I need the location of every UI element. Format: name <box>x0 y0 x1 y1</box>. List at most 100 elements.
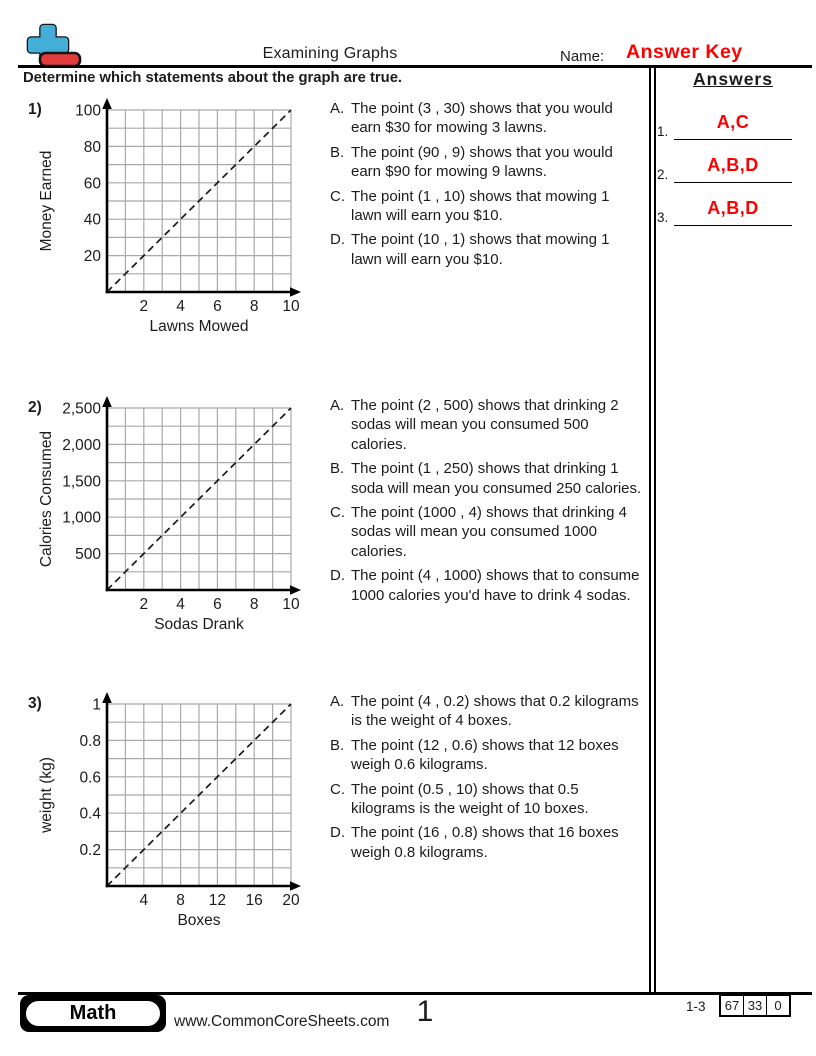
statement-b: B. The point (12 , 0.6) shows that 12 bo… <box>330 736 644 775</box>
statement-letter: D. <box>330 231 345 249</box>
problem-1-statements: A. The point (3 , 30) shows that you wou… <box>330 99 644 274</box>
problem-3-statements: A. The point (4 , 0.2) shows that 0.2 ki… <box>330 692 644 867</box>
statement-letter: C. <box>330 504 345 522</box>
statement-text: The point (4 , 0.2) shows that 0.2 kilog… <box>351 693 639 730</box>
x-tick: 8 <box>250 298 259 315</box>
x-axis-label: Sodas Drank <box>154 616 244 633</box>
score-table: 67 33 0 <box>719 994 791 1017</box>
y-axis-arrow-icon <box>102 692 112 703</box>
y-tick: 1 <box>92 697 101 714</box>
statement-b: B. The point (1 , 250) shows that drinki… <box>330 459 644 498</box>
y-tick: 0.4 <box>79 806 101 823</box>
statement-text: The point (16 , 0.8) shows that 16 boxes… <box>351 824 619 861</box>
problem-1-graph: 20 40 60 80 100 2 4 6 8 10 Lawns Mowed M… <box>38 98 301 335</box>
x-tick: 12 <box>209 892 226 909</box>
header-rule <box>18 65 812 68</box>
answer-value-2: A,B,D <box>674 155 792 183</box>
x-axis-arrow-icon <box>290 881 301 891</box>
x-axis-arrow-icon <box>290 585 301 595</box>
dashed-trend-line <box>106 703 292 887</box>
statement-d: D. The point (10 , 1) shows that mowing … <box>330 230 644 269</box>
x-tick: 10 <box>282 596 300 613</box>
y-tick: 1,500 <box>62 473 101 490</box>
dashed-trend-line <box>106 407 292 591</box>
score-cell: 67 <box>724 998 740 1013</box>
y-axis-arrow-icon <box>102 98 112 109</box>
x-axis-label: Lawns Mowed <box>149 318 248 335</box>
statement-c: C. The point (1000 , 4) shows that drink… <box>330 503 644 561</box>
y-tick: 500 <box>75 546 101 563</box>
answers-column-divider <box>649 66 656 992</box>
subject-badge-label: Math <box>24 999 162 1028</box>
dashed-trend-line <box>106 109 292 293</box>
y-tick: 2,500 <box>62 401 101 418</box>
statement-c: C. The point (0.5 , 10) shows that 0.5 k… <box>330 780 644 819</box>
x-tick: 4 <box>176 298 185 315</box>
y-tick: 1,000 <box>62 510 101 527</box>
answer-value-3: A,B,D <box>674 198 792 226</box>
problem-1-number: 1) <box>28 101 42 118</box>
x-tick: 10 <box>282 298 300 315</box>
y-tick: 40 <box>84 212 102 229</box>
x-tick: 6 <box>213 298 222 315</box>
statement-text: The point (4 , 1000) shows that to consu… <box>351 567 640 604</box>
subject-badge: Math <box>20 995 166 1032</box>
statement-letter: B. <box>330 736 345 754</box>
statement-letter: A. <box>330 100 345 117</box>
statement-letter: A. <box>330 693 345 710</box>
y-axis-label: Calories Consumed <box>38 431 55 567</box>
statement-letter: B. <box>330 143 345 161</box>
problem-2-number: 2) <box>28 399 42 416</box>
statement-a: A. The point (4 , 0.2) shows that 0.2 ki… <box>330 692 644 731</box>
problem-2-graph: 500 1,000 1,500 2,000 2,500 2 4 6 8 10 S… <box>38 396 301 633</box>
problem-3-graph: 0.2 0.4 0.6 0.8 1 4 8 12 16 20 Boxes wei… <box>38 692 301 929</box>
y-axis-label: Money Earned <box>38 151 55 252</box>
x-axis-arrow-icon <box>290 287 301 297</box>
answer-number-2: 2. <box>657 167 669 182</box>
x-tick: 4 <box>176 596 185 613</box>
footer-rule <box>18 992 812 995</box>
statement-text: The point (2 , 500) shows that drinking … <box>351 397 619 453</box>
y-tick: 0.2 <box>79 842 101 859</box>
instruction-text: Determine which statements about the gra… <box>23 70 403 86</box>
statement-d: D. The point (4 , 1000) shows that to co… <box>330 566 644 605</box>
statement-a: A. The point (3 , 30) shows that you wou… <box>330 99 644 138</box>
y-tick: 2,000 <box>62 437 101 454</box>
score-cell: 33 <box>743 996 766 1015</box>
x-tick: 4 <box>139 892 148 909</box>
y-tick: 0.8 <box>79 733 101 750</box>
x-tick: 8 <box>176 892 185 909</box>
y-tick: 80 <box>84 139 102 156</box>
statement-letter: C. <box>330 187 345 205</box>
statement-text: The point (90 , 9) shows that you would … <box>351 143 613 181</box>
name-value-answer-key: Answer Key <box>626 41 743 63</box>
y-axis-arrow-icon <box>102 396 112 407</box>
x-tick: 20 <box>282 892 300 909</box>
x-tick: 2 <box>139 596 148 613</box>
website-url: www.CommonCoreSheets.com <box>174 1013 390 1030</box>
y-tick: 100 <box>75 103 101 120</box>
x-tick: 6 <box>213 596 222 613</box>
score-cell: 0 <box>766 996 789 1015</box>
y-tick: 0.6 <box>79 769 101 786</box>
statement-text: The point (1 , 10) shows that mowing 1 l… <box>351 187 610 225</box>
plus-minus-logo-icon <box>26 23 82 68</box>
answer-value-1: A,C <box>674 112 792 140</box>
y-axis-label: weight (kg) <box>38 757 55 834</box>
statement-text: The point (1 , 250) shows that drinking … <box>351 460 642 497</box>
page-number: 1 <box>416 995 434 1028</box>
x-tick: 2 <box>139 298 148 315</box>
statement-letter: A. <box>330 397 345 414</box>
x-axis-label: Boxes <box>177 912 220 929</box>
statement-c: C. The point (1 , 10) shows that mowing … <box>330 187 644 226</box>
statement-text: The point (12 , 0.6) shows that 12 boxes… <box>351 736 619 774</box>
statement-b: B. The point (90 , 9) shows that you wou… <box>330 143 644 182</box>
statement-d: D. The point (16 , 0.8) shows that 16 bo… <box>330 823 644 862</box>
problem-2-statements: A. The point (2 , 500) shows that drinki… <box>330 396 644 610</box>
statement-text: The point (0.5 , 10) shows that 0.5 kilo… <box>351 780 589 818</box>
statement-letter: D. <box>330 824 345 842</box>
statement-text: The point (10 , 1) shows that mowing 1 l… <box>351 231 610 268</box>
answers-panel-title: Answers <box>693 69 773 89</box>
statement-letter: D. <box>330 567 345 585</box>
